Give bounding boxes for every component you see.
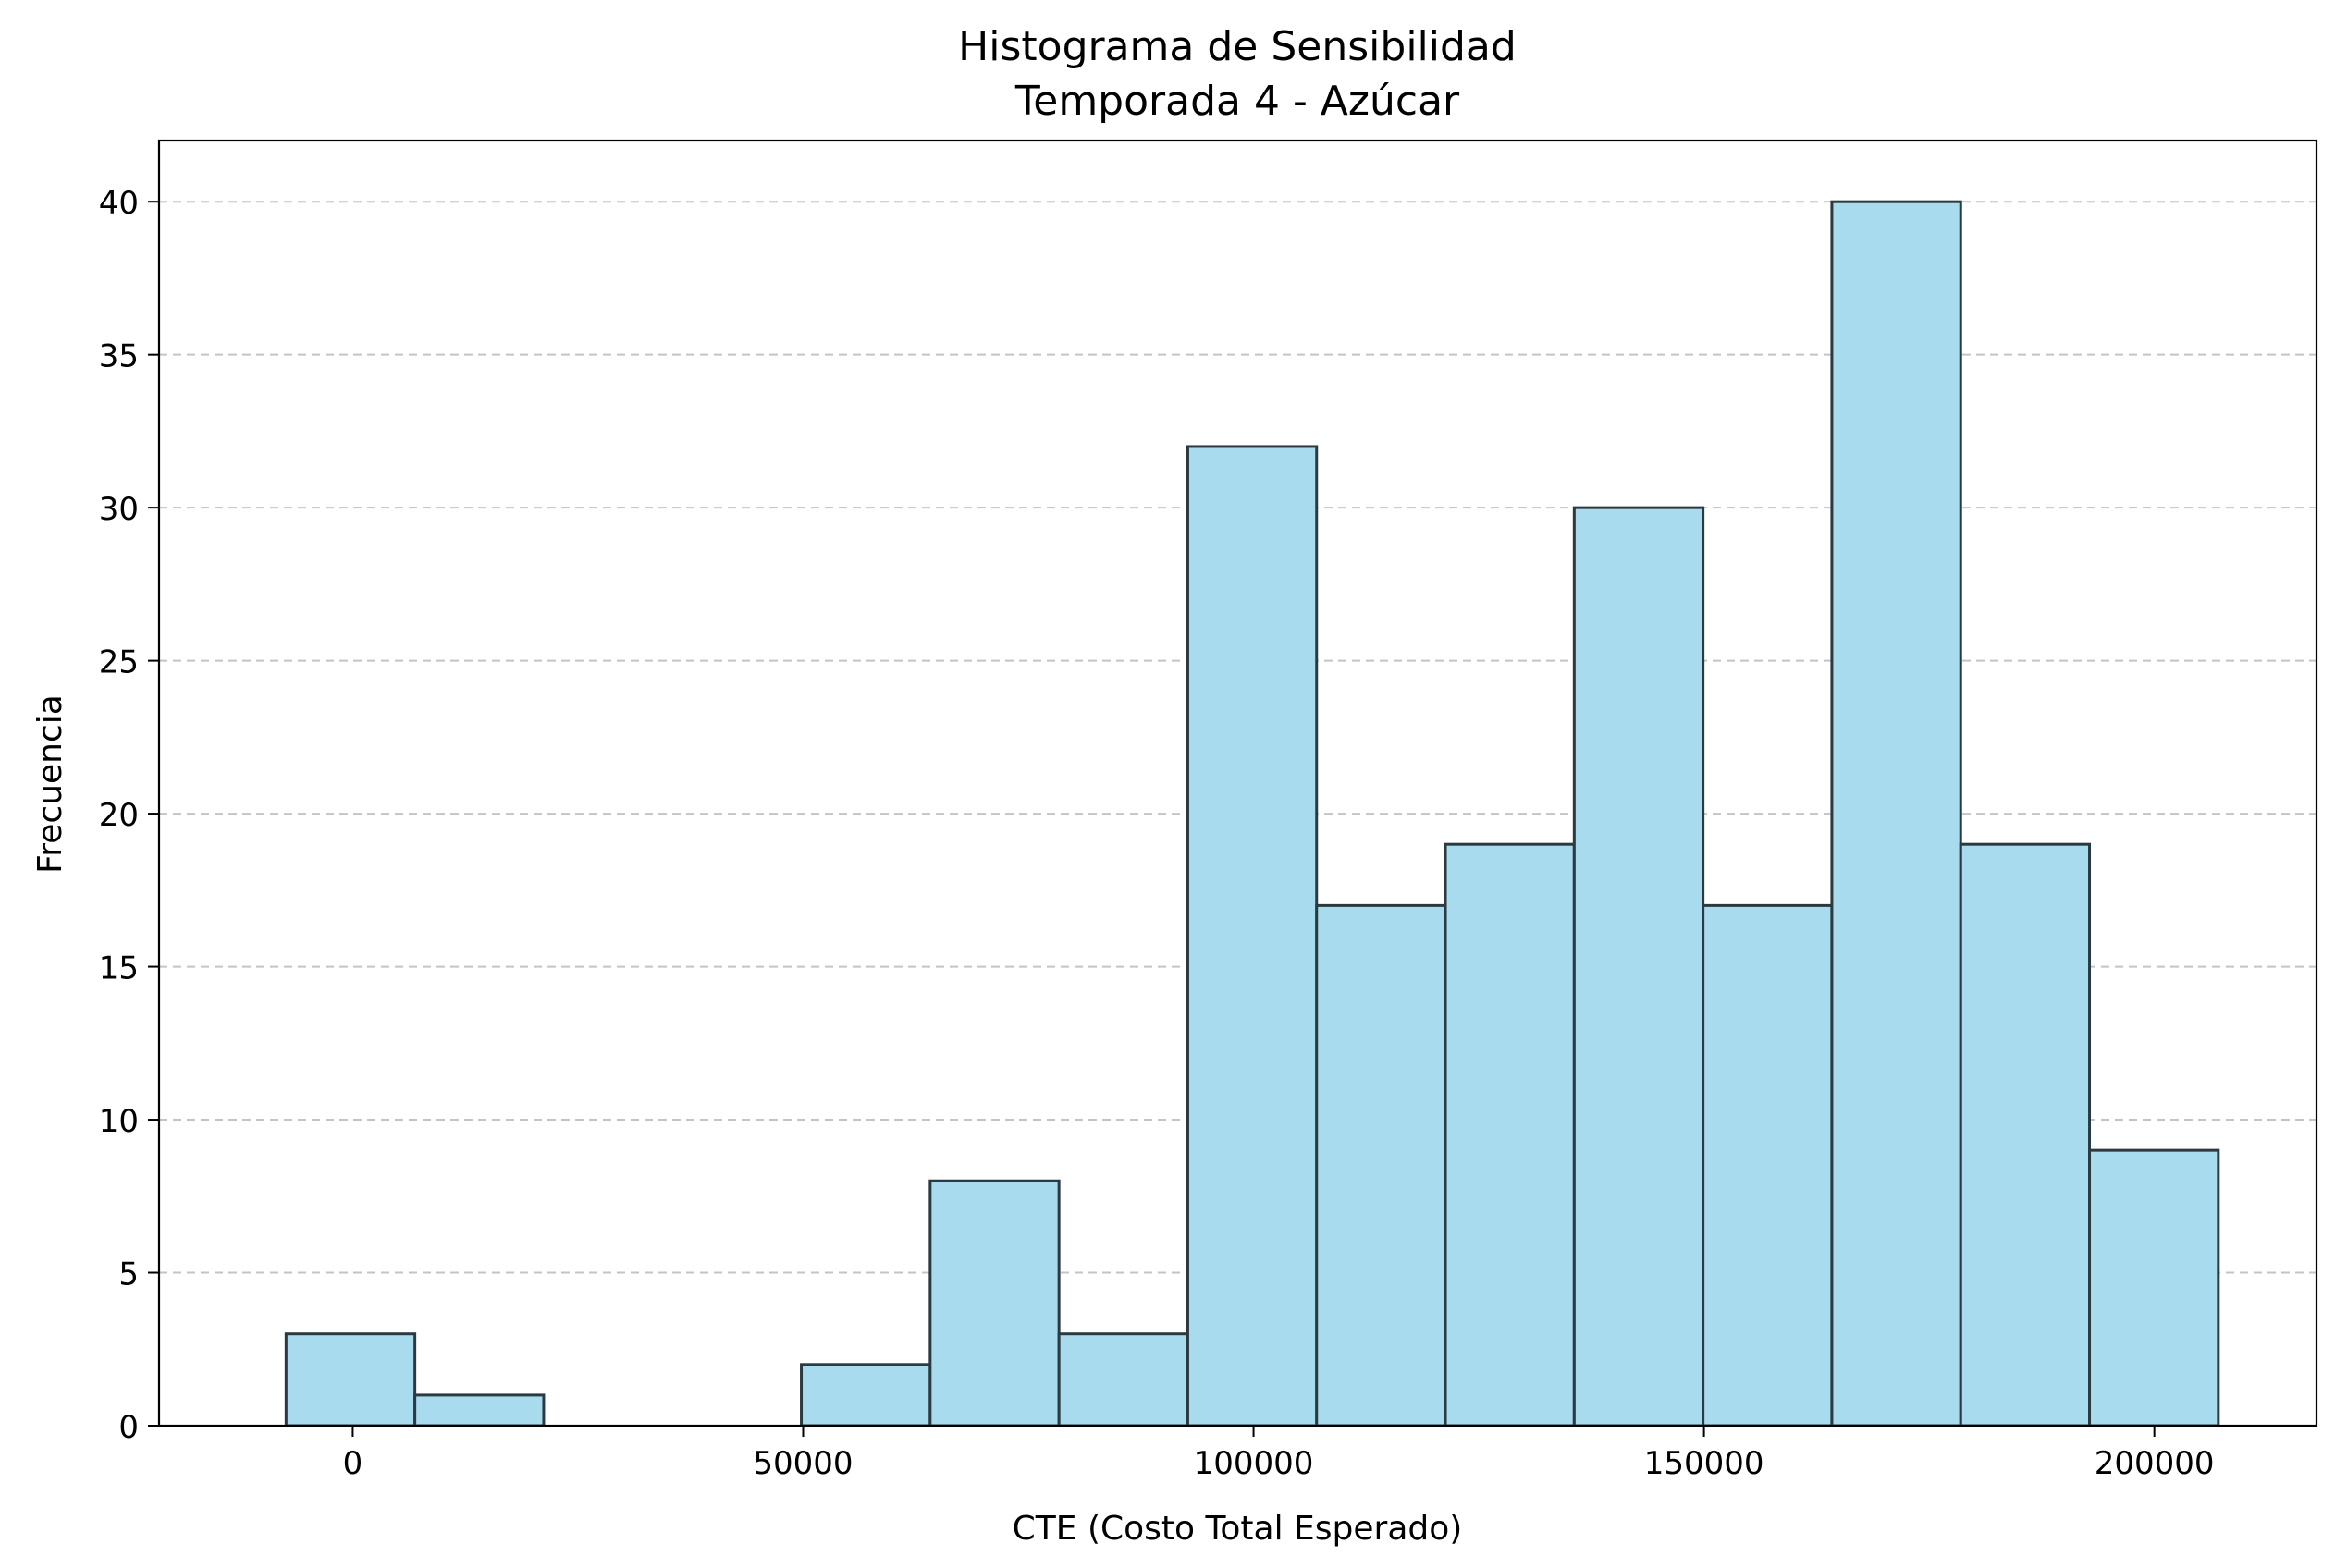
y-tick-label: 15 (99, 950, 139, 987)
histogram-bar (1702, 903, 1834, 1427)
histogram-bar (1186, 445, 1319, 1427)
histogram-bar (928, 1179, 1061, 1427)
x-axis-label: CTE (Costo Total Esperado) (1013, 1510, 1463, 1548)
chart-subtitle: Temporada 4 - Azúcar (1014, 78, 1460, 125)
y-tick-label: 25 (99, 644, 139, 681)
y-tick-label: 5 (118, 1256, 139, 1293)
y-tick-label: 40 (99, 185, 139, 222)
y-axis-ticks: 0 5 10 15 20 25 30 35 40 (99, 185, 159, 1446)
x-tick-label: 100000 (1194, 1445, 1314, 1482)
y-tick-label: 0 (118, 1409, 139, 1446)
bars (284, 200, 2220, 1427)
chart-title: Histograma de Sensibilidad (958, 23, 1517, 70)
histogram-bar (413, 1393, 546, 1427)
x-axis-ticks: 0 50000 100000 150000 200000 (343, 1426, 2215, 1482)
histogram-bar (1830, 200, 1962, 1427)
x-tick-label: 0 (343, 1445, 363, 1482)
histogram-bar (1444, 842, 1576, 1427)
histogram-bar (1959, 842, 2092, 1427)
x-tick-label: 50000 (753, 1445, 853, 1482)
y-tick-label: 35 (99, 338, 139, 375)
x-tick-label: 150000 (1644, 1445, 1764, 1482)
histogram-bar (1057, 1332, 1189, 1427)
histogram-bar (800, 1363, 932, 1427)
histogram-bar (1572, 506, 1705, 1427)
y-tick-label: 20 (99, 797, 139, 834)
y-tick-label: 30 (99, 491, 139, 528)
y-tick-label: 10 (99, 1103, 139, 1140)
y-axis-label: Frecuencia (31, 694, 69, 874)
histogram-bar (2088, 1148, 2220, 1427)
histogram-bar (284, 1332, 417, 1427)
plot-frame (157, 139, 2318, 1427)
x-tick-label: 200000 (2095, 1445, 2215, 1482)
histogram-bar (1315, 903, 1447, 1427)
